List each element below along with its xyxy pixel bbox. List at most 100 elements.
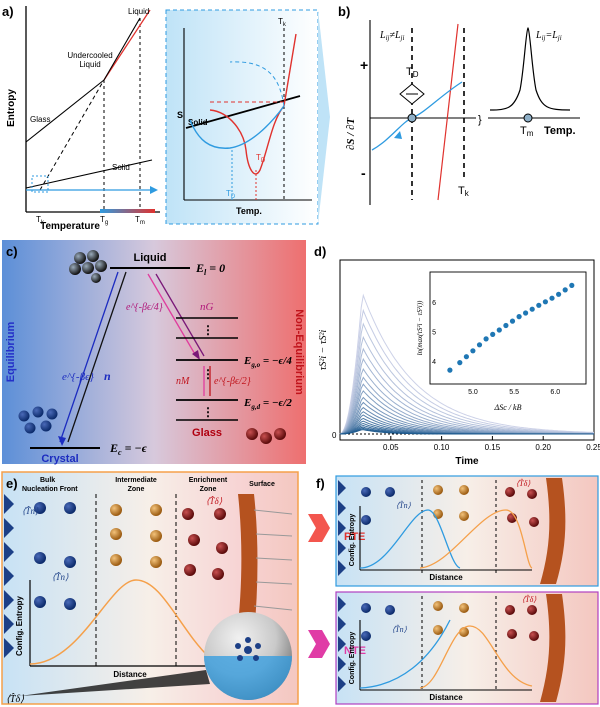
b-left-condition: Lij≠Lji	[379, 30, 404, 42]
d-series-line	[340, 429, 594, 435]
a-zoom-box	[31, 175, 49, 193]
c-ego-label: Eg,o = −ϵ/4	[243, 355, 292, 369]
c-glass-label: Glass	[192, 427, 222, 439]
d-x-ticks: 0.05 0.10 0.15 0.20 0.25	[383, 436, 600, 452]
a-inset-tk-label: Tk	[278, 17, 287, 28]
c-egd-label: Eg,d = −ϵ/2	[243, 397, 292, 411]
e-tdelta-label: ⟨T̂δ⟩	[206, 496, 223, 506]
panel-c: c) Equilibrium Non-Equilibrium Liquid El…	[2, 240, 306, 465]
c-rate-beta-eps4: e^{-βϵ/4}	[126, 302, 163, 313]
a-inset-solid-label: Solid	[188, 118, 208, 127]
c-dots-3: ⋮	[202, 405, 214, 419]
d-x-label: Time	[455, 456, 479, 467]
a-undercooled-label: Undercooled	[67, 51, 112, 60]
e-tn-label: ⟨T̂n⟩	[22, 506, 39, 516]
a-y-label: Entropy	[6, 89, 17, 127]
e-entropy-curve	[29, 579, 211, 665]
e-chart-x-label: Distance	[113, 670, 147, 679]
d-inset-point	[457, 360, 463, 366]
d-inset-point	[562, 287, 568, 293]
e-orange-molecules	[110, 504, 162, 568]
f-nte-molecules	[361, 601, 539, 641]
e-callout-beam	[20, 670, 210, 696]
b-red-line	[437, 23, 459, 201]
b-tm-point	[523, 113, 533, 123]
e-bulk: Bulk	[40, 477, 55, 484]
e-red-molecules	[182, 508, 228, 580]
b-tk-label: Tk	[458, 185, 470, 198]
d-inset-point	[569, 282, 575, 288]
a-solid-line	[25, 159, 153, 189]
d-x-tick-label: 0.20	[535, 443, 551, 452]
c-liquid-molecules	[69, 250, 107, 283]
a-to-b-chevron	[318, 10, 330, 224]
e-nucleation-front	[4, 494, 14, 658]
d-inset-x-tick: 6.0	[550, 389, 560, 396]
c-glass-molecules	[246, 428, 286, 444]
e-zone: Zone	[128, 486, 145, 493]
d-inset-x-tick: 5.0	[468, 389, 478, 396]
a-inset-red-up	[283, 33, 297, 107]
b-axis-break: }	[478, 114, 482, 126]
b-tm-label: Tm	[520, 125, 534, 138]
d-inset-point	[542, 299, 548, 305]
d-inset-scatter: 5.0 5.5 6.0 4 5 6	[432, 282, 575, 396]
c-dots-2: ⋮	[202, 367, 214, 381]
e-nucleation: Nucleation Front	[22, 486, 78, 493]
c-arrowhead-glass	[192, 350, 200, 360]
d-series-line	[339, 293, 595, 435]
e-surface: Surface	[249, 481, 275, 488]
d-inset-x-tick: 5.5	[509, 389, 519, 396]
b-td-point	[407, 113, 417, 123]
c-non-equilibrium: Non-Equilibrium	[293, 309, 305, 395]
d-inset-point	[463, 354, 469, 360]
a-temp-gradient-bar	[100, 209, 155, 213]
c-ec-label: Ec = −ϵ	[109, 441, 148, 457]
d-inset-point	[549, 295, 555, 301]
c-liquid-label: Liquid	[134, 252, 167, 264]
e-nanoparticle-core	[235, 637, 261, 661]
d-inset-point	[483, 336, 489, 342]
f-nte-orange-curve	[419, 625, 533, 689]
panel-a-label: a)	[2, 4, 14, 19]
panel-e-label: e)	[6, 476, 18, 491]
c-equilibrium: Equilibrium	[5, 322, 17, 383]
a-tg-tick: Tg	[100, 215, 108, 226]
b-right-condition: Lij=Lji	[535, 30, 562, 42]
d-inset-point	[470, 348, 476, 354]
c-dots-1: ⋮	[202, 323, 214, 337]
f-pte-y-label: Config. Entropy	[349, 514, 356, 567]
f-nte-blue-curve	[359, 619, 451, 689]
f-pte-wall	[540, 478, 566, 584]
f-nte-x-label: Distance	[429, 693, 463, 702]
a-tk-tick: Tk	[36, 215, 45, 226]
e-zone2: Zone	[200, 486, 217, 493]
d-inset-frame	[429, 271, 587, 385]
panel-e: e) Bulk Nucleation Front Intermediate Zo…	[1, 471, 299, 705]
d-x-tick-label: 0.25	[586, 443, 600, 452]
a-cyan-arrowhead	[150, 186, 158, 194]
d-y-label: τS²i − τS²i	[318, 330, 329, 371]
a-inset-td-red: TD	[256, 153, 266, 164]
f-pte-front	[338, 480, 346, 576]
panel-b-label: b)	[338, 4, 350, 19]
d-inset-point	[490, 331, 496, 337]
a-tm-tick: Tm	[135, 215, 145, 226]
a-inset-blue-curve	[189, 105, 285, 149]
d-inset-y-label: ln(max(τS²i − τS²i))	[416, 300, 424, 355]
e-surface-ligands	[253, 509, 293, 611]
f-nte-wall	[540, 594, 566, 702]
a-glass-line	[25, 79, 105, 143]
a-inset-frame	[165, 9, 319, 225]
f-pte-x-label: Distance	[429, 573, 463, 582]
d-inset-point	[516, 314, 522, 320]
b-peak-curve	[489, 27, 571, 111]
d-inset-point	[509, 318, 516, 324]
c-arrowhead-crystal	[58, 436, 66, 446]
b-y-label: ∂S / ∂T	[345, 116, 357, 150]
d-inset-x-label: ΔSc / kB	[494, 403, 522, 412]
f-pte-tn: ⟨T̂n⟩	[396, 500, 412, 510]
d-inset-point	[503, 322, 509, 329]
a-inset-blue-dash	[229, 61, 285, 107]
e-enrichment: Enrichment	[189, 477, 228, 484]
